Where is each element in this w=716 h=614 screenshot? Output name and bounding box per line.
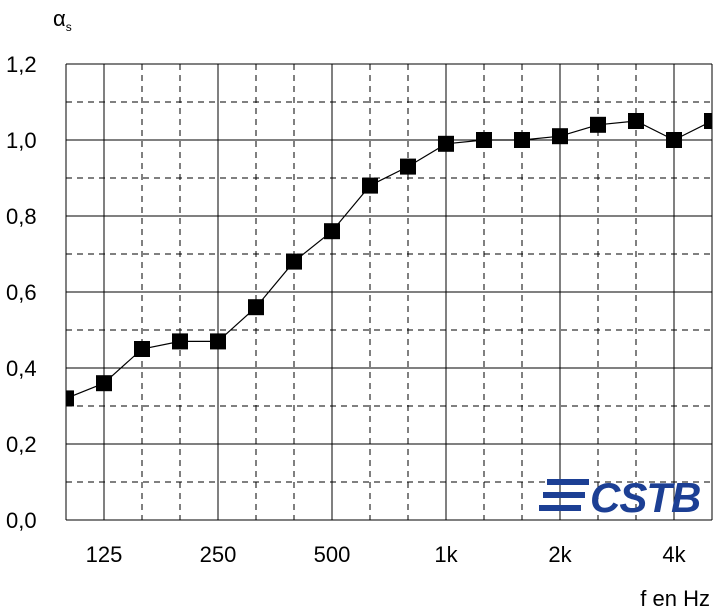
y-tick-label: 0,8 xyxy=(6,204,37,229)
x-tick-label: 1k xyxy=(434,542,458,567)
data-point-marker xyxy=(476,132,492,148)
x-tick-label: 125 xyxy=(86,542,123,567)
y-tick-label: 1,0 xyxy=(6,128,37,153)
y-tick-label: 0,2 xyxy=(6,432,37,457)
logo-text: CSTB xyxy=(590,474,700,521)
data-point-marker xyxy=(362,177,378,194)
data-point-marker xyxy=(590,116,606,133)
y-tick-label: 0,6 xyxy=(6,280,37,305)
series-line xyxy=(65,120,713,399)
data-point-marker xyxy=(666,132,682,148)
logo-stripe xyxy=(547,479,589,485)
data-point-marker xyxy=(438,135,454,152)
grid xyxy=(65,63,713,521)
logo-stripe xyxy=(539,505,581,511)
data-point-marker xyxy=(172,333,188,350)
x-tick-label: 250 xyxy=(200,542,237,567)
x-axis-label: f en Hz xyxy=(640,586,710,611)
data-point-marker xyxy=(134,341,150,357)
x-tick-labels: 125 250 500 1k 2k 4k xyxy=(86,542,687,567)
data-point-marker xyxy=(96,375,112,392)
data-point-marker xyxy=(628,113,644,129)
data-point-marker xyxy=(66,390,74,407)
data-point-marker xyxy=(552,128,568,145)
y-tick-label: 1,2 xyxy=(6,52,37,77)
data-point-marker xyxy=(286,253,302,270)
series-markers xyxy=(66,113,712,407)
data-point-marker xyxy=(324,223,340,240)
x-tick-label: 500 xyxy=(314,542,351,567)
x-tick-label: 4k xyxy=(662,542,686,567)
data-point-marker xyxy=(248,299,264,316)
logo-stripe xyxy=(543,492,585,498)
data-point-marker xyxy=(704,113,712,129)
y-tick-label: 0,0 xyxy=(6,508,37,533)
cstb-logo: CSTB xyxy=(539,474,701,521)
data-point-marker xyxy=(514,132,530,148)
data-point-marker xyxy=(210,333,226,350)
data-point-marker xyxy=(400,158,416,175)
y-axis-label: αs xyxy=(53,6,72,34)
x-tick-label: 2k xyxy=(548,542,572,567)
y-tick-label: 0,4 xyxy=(6,356,37,381)
y-tick-labels: 0,0 0,2 0,4 0,6 0,8 1,0 1,2 xyxy=(6,52,37,533)
